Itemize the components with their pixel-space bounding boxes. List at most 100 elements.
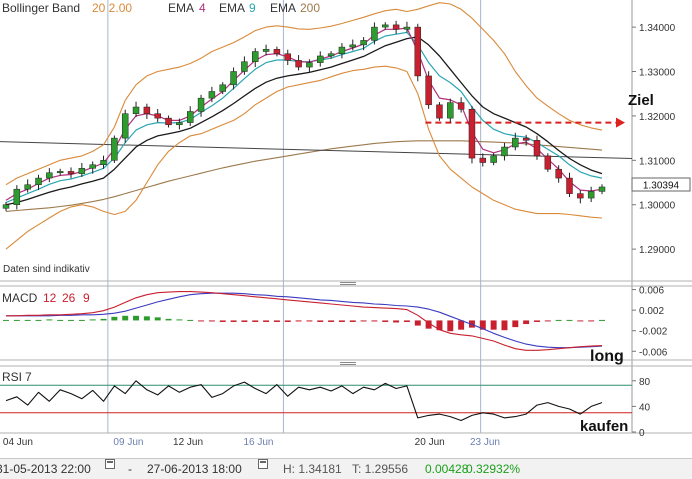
candle-body bbox=[132, 106, 140, 114]
macd-histogram-bar bbox=[198, 320, 205, 322]
macd-label: MACD bbox=[2, 291, 38, 305]
macd-histogram-bar bbox=[501, 320, 508, 331]
candle-body bbox=[392, 24, 400, 30]
macd-slow: 26 bbox=[62, 291, 76, 305]
candle-body bbox=[598, 186, 606, 192]
macd-histogram-bar bbox=[89, 319, 96, 321]
macd-histogram-bar bbox=[295, 320, 302, 322]
candle-body bbox=[447, 102, 454, 119]
target-label: Ziel bbox=[628, 92, 654, 109]
macd-histogram-bar bbox=[458, 320, 465, 330]
rsi-tick-label: 80 bbox=[639, 377, 651, 388]
price-tick-label: 1.34000 bbox=[639, 23, 676, 34]
candle-body bbox=[89, 164, 96, 169]
macd-histogram-bar bbox=[338, 320, 345, 322]
candle-body bbox=[262, 49, 270, 52]
long-annotation: long bbox=[590, 348, 624, 365]
rsi-resize-handle[interactable] bbox=[340, 362, 356, 365]
candle-body bbox=[230, 71, 237, 86]
candle-body bbox=[186, 111, 194, 123]
axes-labels: 1.34000 1.33000 1.32000 1.31000 1.30000 1.290… bbox=[3, 23, 676, 448]
ema4-param: 4 bbox=[199, 1, 206, 15]
bb-label: Bollinger Band bbox=[2, 1, 80, 15]
candle-body bbox=[317, 55, 324, 63]
candle-body bbox=[360, 40, 367, 46]
macd-histogram-bar bbox=[143, 316, 150, 321]
candle-body bbox=[284, 53, 291, 61]
rsi-tick-label: 40 bbox=[639, 402, 651, 413]
high-value: H: 1.34181 bbox=[283, 462, 342, 476]
candle-body bbox=[111, 137, 118, 161]
candle-body bbox=[577, 193, 584, 199]
candle-body bbox=[46, 172, 53, 179]
calendar-from-icon[interactable] bbox=[105, 459, 115, 469]
macd-legend: MACD 12 26 9 bbox=[2, 291, 90, 305]
candle-body bbox=[100, 160, 107, 166]
time-tick-label: 16 Jun bbox=[243, 437, 273, 448]
macd-histogram-bar bbox=[24, 319, 31, 321]
candle-body bbox=[425, 75, 432, 106]
macd-histogram-bar bbox=[523, 320, 530, 325]
candle-body bbox=[35, 177, 42, 185]
candle-body bbox=[403, 26, 411, 30]
macd-histogram-bar bbox=[371, 320, 378, 322]
range-from: 31-05-2013 22:00 bbox=[0, 462, 91, 476]
ema200-line bbox=[5, 140, 603, 212]
macd-histogram-bar bbox=[13, 319, 20, 321]
macd-histogram-bar bbox=[360, 320, 367, 322]
macd-histogram-bar bbox=[208, 320, 215, 322]
macd-histogram-bar bbox=[78, 319, 85, 321]
price-tick-label: 1.33000 bbox=[639, 68, 676, 79]
macd-histogram-bar bbox=[100, 318, 107, 321]
macd-histogram-bar bbox=[479, 320, 486, 330]
candle-body bbox=[176, 122, 183, 126]
price-tick-label: 1.31000 bbox=[639, 156, 676, 167]
candle-body bbox=[78, 168, 86, 174]
macd-histogram-bar bbox=[490, 320, 497, 330]
bb-lower-line bbox=[5, 65, 603, 250]
candle-body bbox=[479, 157, 487, 163]
macd-histogram-bar bbox=[111, 316, 118, 321]
candle-body bbox=[306, 62, 313, 68]
rsi-label: RSI bbox=[2, 370, 22, 384]
macd-histogram-bar bbox=[252, 320, 259, 322]
macd-histogram-bar bbox=[57, 319, 64, 321]
price-tick-label: 1.30000 bbox=[639, 201, 676, 212]
last-price-value: 1.30394 bbox=[643, 181, 680, 192]
macd-resize-handle[interactable] bbox=[340, 282, 356, 285]
candle-body bbox=[165, 117, 172, 126]
ema9-param: 9 bbox=[249, 1, 256, 15]
macd-histogram-bar bbox=[133, 315, 140, 321]
candle-body bbox=[241, 61, 248, 72]
macd-histogram-bar bbox=[393, 320, 400, 323]
rsi-panel bbox=[0, 366, 632, 433]
macd-histogram-bar bbox=[68, 319, 74, 321]
disclaimer: Daten sind indikativ bbox=[3, 264, 90, 275]
macd-histogram-bar bbox=[599, 319, 605, 321]
candle-body bbox=[273, 49, 281, 54]
macd-histogram-bar bbox=[46, 319, 53, 321]
macd-histogram-bar bbox=[284, 320, 291, 322]
macd-histogram-bar bbox=[512, 320, 519, 328]
rsi-legend: RSI 7 bbox=[2, 370, 32, 384]
candle-body bbox=[349, 44, 356, 48]
bb-params: 20 2.00 bbox=[92, 1, 132, 15]
buy-annotation: kaufen bbox=[580, 418, 628, 435]
macd-histogram-bar bbox=[219, 320, 226, 322]
candle-body bbox=[566, 177, 573, 194]
candle-body bbox=[522, 137, 530, 141]
candle-body bbox=[414, 26, 422, 77]
macd-histogram-bar bbox=[382, 320, 389, 322]
ema200-label: EMA bbox=[270, 1, 296, 15]
last-price-tag: 1.30394 bbox=[631, 177, 691, 192]
calendar-to-icon[interactable] bbox=[258, 459, 268, 469]
macd-signal-line bbox=[6, 292, 603, 349]
candle-body bbox=[295, 60, 302, 68]
macd-histogram-bar bbox=[273, 320, 280, 322]
low-value: T: 1.29556 bbox=[352, 462, 409, 476]
change-value: 0.00428 bbox=[425, 462, 469, 476]
ema4-label: EMA bbox=[168, 1, 194, 15]
bb-upper-line bbox=[5, 2, 603, 186]
price-tick-label: 1.29000 bbox=[639, 245, 676, 256]
macd-histogram-bar bbox=[349, 320, 356, 322]
